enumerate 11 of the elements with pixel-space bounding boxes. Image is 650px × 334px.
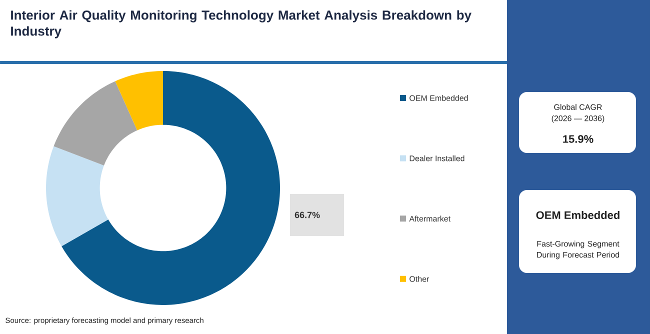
text: Fast-Growing Segment During Forecast Period	[537, 240, 620, 260]
text: 15.9%	[563, 135, 594, 143]
legend-label: Aftermarket	[409, 216, 450, 222]
legend-label: Dealer Installed	[410, 155, 464, 162]
text: OEM Embedded	[536, 210, 620, 220]
legend-label: OEM Embedded	[410, 95, 468, 101]
text: (2026 — 2036)	[552, 115, 604, 123]
chart-title: Interior Air Quality Monitoring Technology Market Analysis Breakdown by Industry	[11, 10, 472, 38]
text: Global CAGR	[554, 104, 602, 110]
legend-label: Other	[410, 276, 430, 282]
data-label: 66.7%	[294, 212, 320, 218]
